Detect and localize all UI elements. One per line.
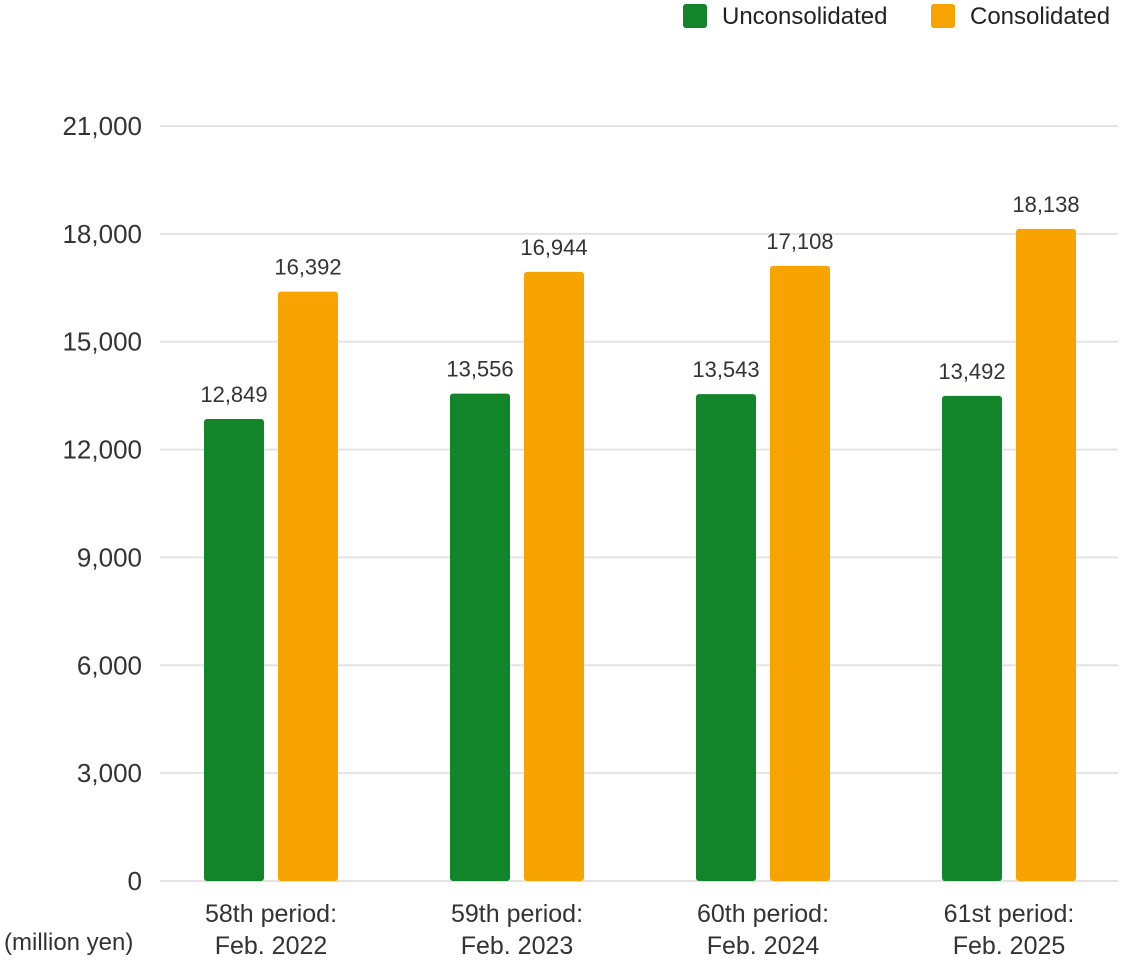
x-tick-label: 60th period: (697, 900, 829, 928)
y-tick-label: 0 (128, 866, 142, 896)
y-tick-label: 3,000 (77, 758, 142, 788)
bar-unconsolidated (450, 393, 510, 881)
data-label: 16,944 (520, 235, 587, 260)
y-tick-label: 21,000 (62, 111, 142, 141)
bar-consolidated (278, 291, 338, 881)
data-labels: 12,849 13,556 13,543 13,492 16,392 16,944 17,1… (200, 192, 1079, 407)
data-label: 17,108 (766, 229, 833, 254)
x-axis-ticks: 58th period: Feb. 2022 59th period: Feb. 20… (205, 900, 1074, 960)
x-tick-label: Feb. 2023 (461, 932, 574, 960)
bar-unconsolidated (696, 394, 756, 881)
bar-unconsolidated (204, 419, 264, 881)
y-tick-label: 18,000 (62, 219, 142, 249)
bars (204, 228, 1076, 882)
legend: Unconsolidated Consolidated (683, 3, 1110, 30)
bar-unconsolidated (942, 395, 1002, 881)
bar-consolidated (524, 271, 584, 881)
y-tick-label: 12,000 (62, 435, 142, 465)
bar-consolidated (770, 265, 830, 882)
x-tick-label: 59th period: (451, 900, 583, 928)
legend-label: Unconsolidated (722, 3, 887, 30)
data-label: 12,849 (200, 382, 267, 407)
data-label: 13,543 (692, 357, 759, 382)
x-tick-label: Feb. 2022 (215, 932, 328, 960)
x-tick-label: 58th period: (205, 900, 337, 928)
data-label: 18,138 (1012, 192, 1079, 217)
legend-swatch (931, 4, 955, 28)
x-tick-label: Feb. 2025 (953, 932, 1066, 960)
y-axis-ticks: 0 3,000 6,000 9,000 12,000 15,000 18,000 21,000 (62, 111, 142, 896)
legend-label: Consolidated (970, 3, 1110, 30)
y-tick-label: 9,000 (77, 542, 142, 572)
legend-swatch (683, 4, 707, 28)
data-label: 13,492 (938, 359, 1005, 384)
y-tick-label: 15,000 (62, 327, 142, 357)
data-label: 16,392 (274, 255, 341, 280)
bar-consolidated (1016, 228, 1076, 881)
x-tick-label: 61st period: (944, 900, 1075, 928)
data-label: 13,556 (446, 357, 513, 382)
unit-label: (million yen) (4, 929, 133, 956)
x-tick-label: Feb. 2024 (707, 932, 820, 960)
y-tick-label: 6,000 (77, 650, 142, 680)
